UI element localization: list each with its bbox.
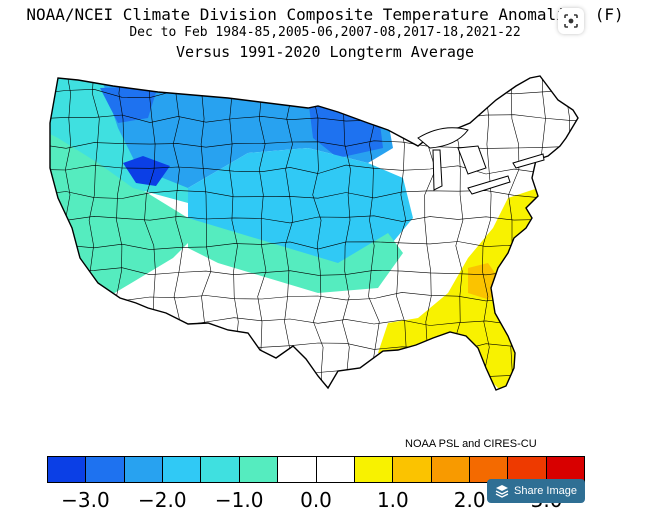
legend-swatch — [278, 457, 317, 482]
legend-swatch — [201, 457, 240, 482]
lake-ontario — [512, 153, 545, 169]
lake-huron — [457, 145, 487, 175]
layers-icon — [495, 485, 509, 498]
legend-swatch — [354, 457, 394, 482]
lens-icon — [564, 14, 578, 28]
legend-tick-label: 1.0 — [376, 488, 409, 512]
lake-michigan — [432, 149, 443, 191]
legend-swatch — [163, 457, 202, 482]
map-credit: NOAA PSL and CIRES-CU — [405, 438, 537, 450]
legend-swatch — [469, 457, 509, 482]
map-subtitle: Dec to Feb 1984-85,2005-06,2007-08,2017-… — [129, 25, 521, 40]
us-climate-division-map — [49, 75, 579, 391]
legend-swatch — [124, 457, 164, 482]
lens-search-button[interactable] — [558, 8, 584, 34]
lake-erie — [467, 175, 511, 195]
lake-superior — [417, 127, 469, 149]
legend-swatch — [316, 457, 355, 482]
legend-tick-label: 2.0 — [453, 488, 486, 512]
legend-swatch — [546, 457, 585, 482]
share-image-button[interactable]: Share Image — [487, 479, 585, 503]
map-baseline: Versus 1991-2020 Longterm Average — [175, 43, 474, 61]
legend-swatch — [431, 457, 470, 482]
legend-tick-label: −1.0 — [214, 488, 264, 512]
division-boundaries — [50, 76, 578, 390]
legend-tick-label: −3.0 — [61, 488, 110, 512]
legend-colorbar — [47, 456, 585, 483]
legend-swatch — [48, 457, 87, 482]
legend-swatch — [86, 457, 125, 482]
legend-swatch — [393, 457, 432, 482]
share-image-label: Share Image — [514, 485, 577, 497]
legend-swatch — [508, 457, 547, 482]
map-title: NOAA/NCEI Climate Division Composite Tem… — [26, 5, 624, 24]
legend-tick-label: −2.0 — [137, 488, 187, 512]
legend-tick-label: 0.0 — [300, 488, 332, 512]
legend-swatch — [239, 457, 279, 482]
